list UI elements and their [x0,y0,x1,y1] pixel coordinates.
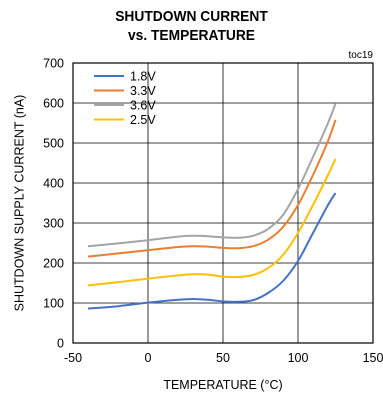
x-tick-label: 100 [288,351,309,365]
x-tick-labels: -50 0 50 100 150 [64,351,383,365]
chart-title-line1: SHUTDOWN CURRENT [115,8,268,25]
y-tick-label: 0 [57,337,64,351]
figure-id: toc19 [348,50,373,61]
x-tick-label: -50 [64,351,82,365]
series-line-2 [87,103,337,248]
y-axis-title: SHUTDOWN SUPPLY CURRENT (nA) [12,95,26,312]
y-tick-label: 100 [43,297,64,311]
series-line-1 [87,119,337,258]
plot-frame [72,62,374,344]
grid-lines [73,63,373,343]
x-tick-label: 50 [216,351,230,365]
y-tick-label: 500 [43,137,64,151]
series-group [87,103,337,310]
legend-label-3: 2.5V [130,113,156,127]
y-tick-label: 200 [43,257,64,271]
x-tick-label: 150 [363,351,383,365]
y-tick-label: 400 [43,177,64,191]
legend: 1.8V3.3V3.6V2.5V [94,70,156,127]
series-line-0 [87,192,337,310]
y-tick-labels: 0 100 200 300 400 500 600 700 [43,57,64,351]
legend-label-0: 1.8V [130,70,156,84]
legend-label-1: 3.3V [130,84,156,98]
y-tick-label: 300 [43,217,64,231]
chart-title-line2: vs. TEMPERATURE [127,27,256,44]
x-axis-title: TEMPERATURE (°C) [163,378,282,392]
y-tick-label: 700 [43,57,64,71]
x-tick-label: 0 [145,351,152,365]
legend-label-2: 3.6V [130,99,156,113]
y-tick-label: 600 [43,97,64,111]
series-line-3 [87,158,337,287]
